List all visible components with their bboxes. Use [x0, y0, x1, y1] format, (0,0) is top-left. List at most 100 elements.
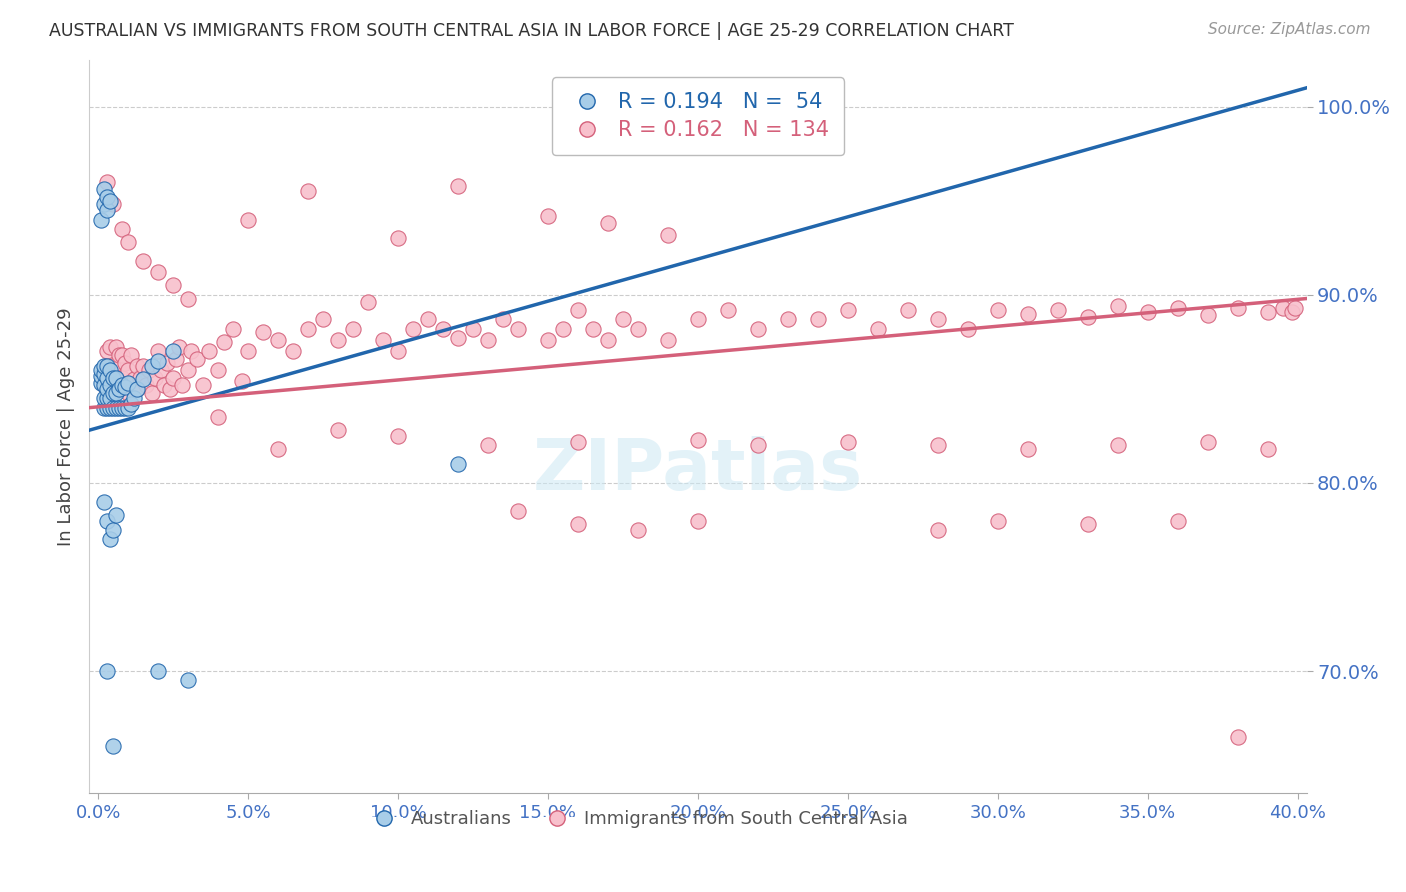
Point — [402, 321, 425, 335]
Point — [492, 312, 515, 326]
Point — [686, 514, 709, 528]
Point — [231, 374, 253, 388]
Point — [447, 331, 470, 345]
Point — [96, 359, 118, 374]
Point — [657, 333, 679, 347]
Point — [537, 209, 560, 223]
Point — [90, 376, 112, 391]
Point — [146, 344, 169, 359]
Point — [146, 353, 169, 368]
Point — [117, 376, 139, 391]
Point — [141, 359, 163, 374]
Point — [120, 348, 142, 362]
Legend: Australians, Immigrants from South Central Asia: Australians, Immigrants from South Centr… — [359, 803, 915, 836]
Point — [146, 265, 169, 279]
Point — [447, 178, 470, 193]
Point — [1257, 442, 1279, 456]
Point — [186, 351, 208, 366]
Point — [98, 378, 121, 392]
Point — [162, 344, 184, 359]
Point — [165, 351, 187, 366]
Point — [191, 378, 214, 392]
Point — [837, 434, 859, 449]
Point — [125, 382, 148, 396]
Point — [120, 378, 142, 392]
Point — [1107, 438, 1129, 452]
Point — [987, 302, 1010, 317]
Point — [207, 363, 229, 377]
Point — [1017, 442, 1039, 456]
Point — [1271, 301, 1294, 315]
Point — [177, 363, 200, 377]
Point — [297, 184, 319, 198]
Point — [627, 523, 650, 537]
Point — [267, 333, 290, 347]
Point — [807, 312, 830, 326]
Point — [387, 231, 409, 245]
Point — [150, 363, 173, 377]
Point — [120, 397, 142, 411]
Point — [132, 372, 155, 386]
Point — [90, 212, 112, 227]
Point — [162, 370, 184, 384]
Point — [114, 380, 136, 394]
Point — [125, 382, 148, 396]
Point — [117, 363, 139, 377]
Point — [143, 370, 166, 384]
Point — [612, 312, 634, 326]
Point — [96, 175, 118, 189]
Point — [506, 504, 529, 518]
Point — [111, 370, 134, 384]
Point — [114, 378, 136, 392]
Point — [477, 333, 499, 347]
Point — [108, 382, 131, 396]
Point — [198, 344, 221, 359]
Point — [105, 341, 128, 355]
Point — [96, 401, 118, 415]
Point — [177, 673, 200, 688]
Point — [122, 372, 145, 386]
Point — [326, 333, 349, 347]
Point — [342, 321, 364, 335]
Point — [837, 302, 859, 317]
Point — [98, 401, 121, 415]
Point — [717, 302, 740, 317]
Point — [122, 391, 145, 405]
Point — [252, 326, 274, 340]
Point — [627, 321, 650, 335]
Point — [927, 312, 949, 326]
Point — [866, 321, 889, 335]
Point — [956, 321, 979, 335]
Point — [447, 457, 470, 471]
Point — [96, 382, 118, 396]
Point — [90, 363, 112, 377]
Point — [111, 348, 134, 362]
Point — [98, 367, 121, 381]
Point — [117, 401, 139, 415]
Y-axis label: In Labor Force | Age 25-29: In Labor Force | Age 25-29 — [58, 307, 75, 546]
Point — [180, 344, 202, 359]
Point — [105, 370, 128, 384]
Point — [96, 190, 118, 204]
Point — [101, 359, 124, 374]
Point — [170, 378, 193, 392]
Point — [93, 494, 115, 508]
Point — [105, 401, 128, 415]
Point — [776, 312, 799, 326]
Point — [1167, 301, 1189, 315]
Point — [114, 355, 136, 369]
Point — [657, 227, 679, 242]
Point — [236, 212, 259, 227]
Point — [101, 370, 124, 384]
Point — [111, 222, 134, 236]
Point — [297, 321, 319, 335]
Point — [897, 302, 920, 317]
Text: Source: ZipAtlas.com: Source: ZipAtlas.com — [1208, 22, 1371, 37]
Point — [236, 344, 259, 359]
Text: AUSTRALIAN VS IMMIGRANTS FROM SOUTH CENTRAL ASIA IN LABOR FORCE | AGE 25-29 CORR: AUSTRALIAN VS IMMIGRANTS FROM SOUTH CENT… — [49, 22, 1014, 40]
Point — [101, 739, 124, 754]
Point — [1197, 434, 1219, 449]
Point — [1077, 517, 1099, 532]
Point — [267, 442, 290, 456]
Point — [117, 235, 139, 249]
